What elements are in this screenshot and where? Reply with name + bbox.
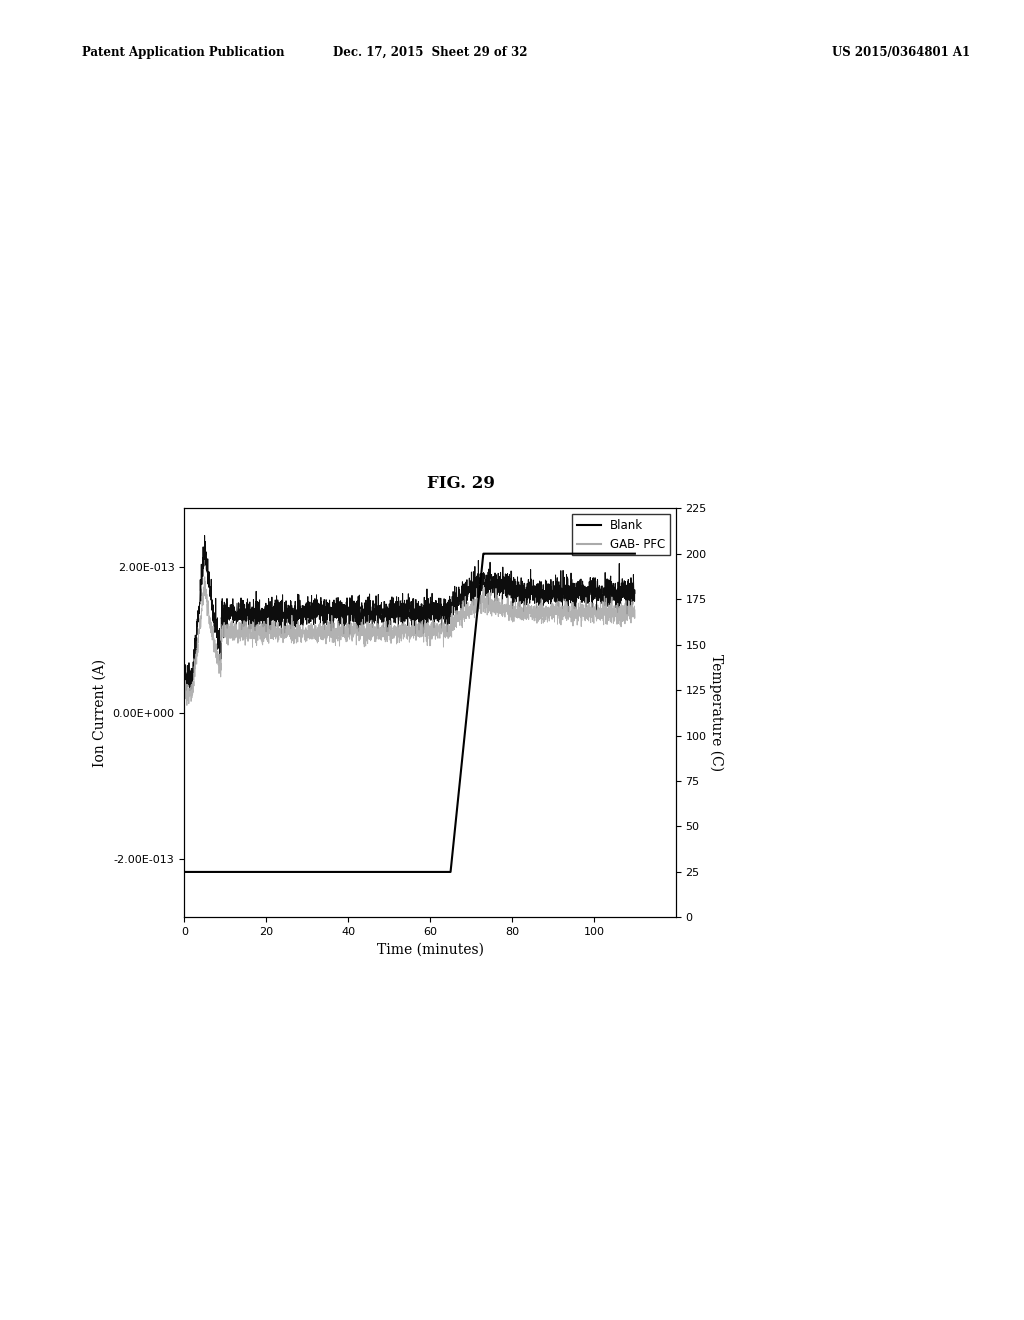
Y-axis label: Ion Current (A): Ion Current (A): [93, 659, 108, 767]
X-axis label: Time (minutes): Time (minutes): [377, 942, 483, 957]
Text: US 2015/0364801 A1: US 2015/0364801 A1: [833, 46, 970, 59]
Text: Patent Application Publication: Patent Application Publication: [82, 46, 285, 59]
Text: FIG. 29: FIG. 29: [427, 475, 495, 492]
Legend: Blank, GAB- PFC: Blank, GAB- PFC: [572, 513, 670, 556]
Y-axis label: Temperature (C): Temperature (C): [709, 655, 724, 771]
Text: Dec. 17, 2015  Sheet 29 of 32: Dec. 17, 2015 Sheet 29 of 32: [333, 46, 527, 59]
